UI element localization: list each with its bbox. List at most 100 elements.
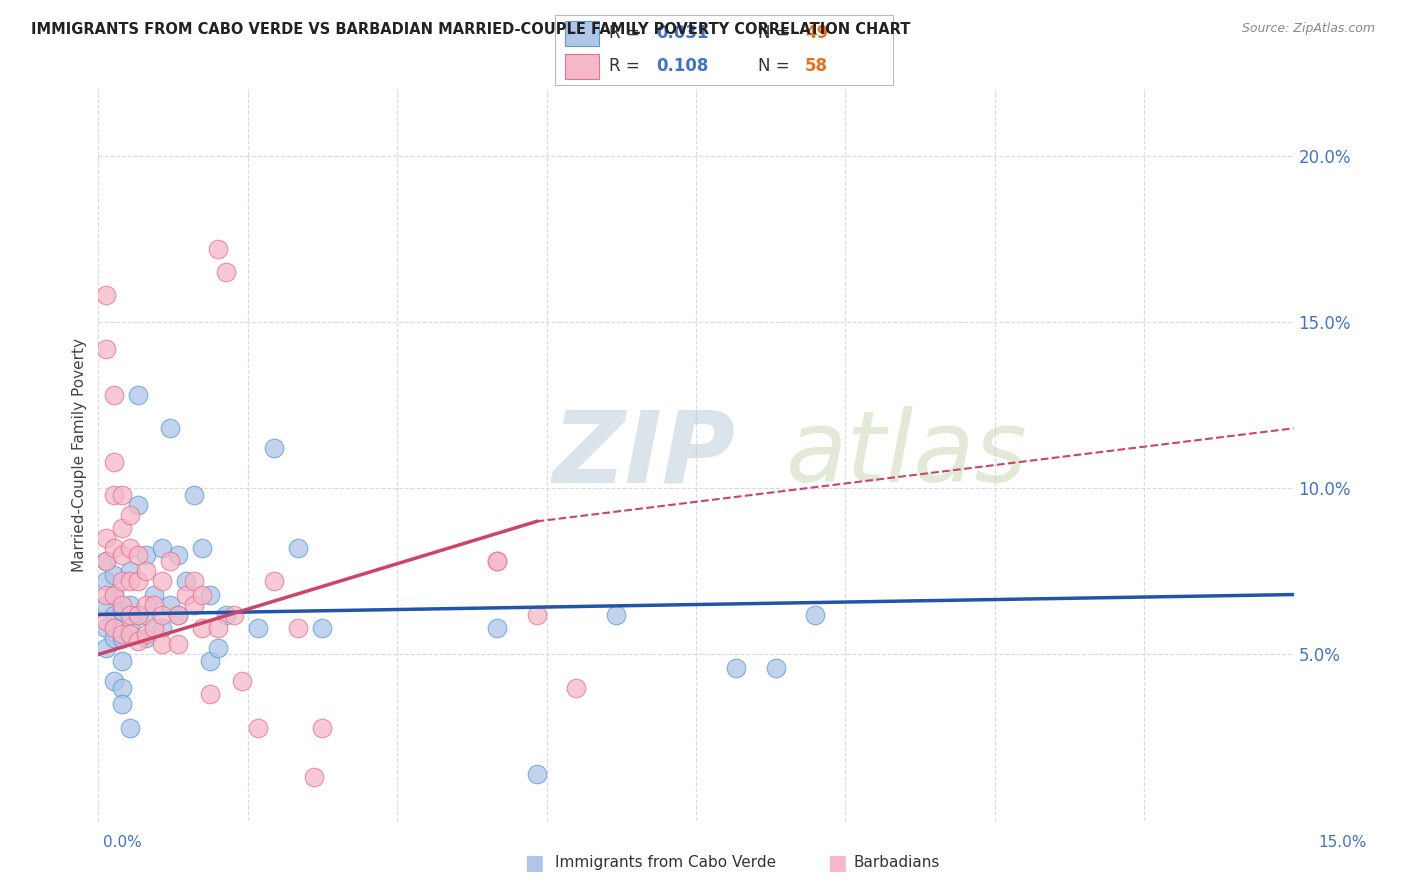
Point	[159, 598, 181, 612]
Point	[191, 541, 214, 555]
Point	[135, 598, 157, 612]
Text: Immigrants from Cabo Verde: Immigrants from Cabo Verde	[555, 855, 776, 870]
Point	[111, 654, 134, 668]
Point	[103, 388, 125, 402]
Point	[302, 771, 325, 785]
Point	[120, 621, 142, 635]
Point	[127, 607, 149, 622]
Point	[127, 388, 149, 402]
Text: N =: N =	[758, 57, 794, 75]
Point	[246, 721, 269, 735]
Text: ■: ■	[827, 853, 846, 872]
Point	[127, 607, 149, 622]
Point	[485, 554, 508, 568]
Point	[198, 588, 221, 602]
Point	[103, 488, 125, 502]
Point	[287, 541, 309, 555]
Point	[198, 654, 221, 668]
Point	[311, 621, 333, 635]
Point	[174, 574, 197, 589]
Point	[135, 627, 157, 641]
Text: R =: R =	[609, 57, 645, 75]
Point	[804, 607, 827, 622]
Point	[605, 607, 627, 622]
Point	[207, 640, 229, 655]
Point	[565, 681, 588, 695]
Text: 58: 58	[806, 57, 828, 75]
Point	[150, 574, 173, 589]
Point	[191, 621, 214, 635]
Point	[111, 521, 134, 535]
Point	[127, 634, 149, 648]
Point	[111, 681, 134, 695]
Point	[222, 607, 245, 622]
Point	[485, 554, 508, 568]
Point	[111, 627, 134, 641]
Point	[159, 421, 181, 435]
Point	[96, 621, 118, 635]
Point	[215, 607, 238, 622]
Point	[96, 588, 118, 602]
Point	[96, 598, 118, 612]
Text: ■: ■	[524, 853, 544, 872]
Point	[159, 554, 181, 568]
Point	[103, 541, 125, 555]
Point	[120, 627, 142, 641]
Point	[143, 621, 166, 635]
Point	[150, 637, 173, 651]
Point	[207, 242, 229, 256]
Text: 0.031: 0.031	[657, 24, 709, 42]
Point	[183, 488, 205, 502]
Text: Source: ZipAtlas.com: Source: ZipAtlas.com	[1241, 22, 1375, 36]
Point	[103, 588, 125, 602]
Point	[103, 588, 125, 602]
Bar	[565, 54, 599, 79]
Point	[127, 548, 149, 562]
Point	[246, 621, 269, 635]
Point	[167, 548, 190, 562]
Text: ZIP: ZIP	[553, 407, 735, 503]
Point	[526, 767, 548, 781]
Point	[765, 661, 787, 675]
Point	[96, 554, 118, 568]
Point	[120, 541, 142, 555]
Point	[120, 574, 142, 589]
Point	[111, 488, 134, 502]
Point	[103, 673, 125, 688]
Point	[120, 721, 142, 735]
Point	[167, 607, 190, 622]
Text: 0.0%: 0.0%	[103, 836, 142, 850]
Point	[135, 631, 157, 645]
Point	[103, 567, 125, 582]
Point	[143, 598, 166, 612]
Text: N =: N =	[758, 24, 794, 42]
Text: R =: R =	[609, 24, 645, 42]
Text: atlas: atlas	[786, 407, 1028, 503]
Point	[167, 607, 190, 622]
Point	[724, 661, 747, 675]
Point	[167, 637, 190, 651]
Point	[111, 548, 134, 562]
Y-axis label: Married-Couple Family Poverty: Married-Couple Family Poverty	[72, 338, 87, 572]
Point	[263, 442, 285, 456]
Point	[111, 604, 134, 618]
Point	[111, 574, 134, 589]
Point	[103, 621, 125, 635]
Point	[526, 607, 548, 622]
Text: 49: 49	[806, 24, 828, 42]
Point	[127, 574, 149, 589]
Point	[120, 598, 142, 612]
Point	[96, 554, 118, 568]
Point	[111, 698, 134, 712]
Point	[215, 265, 238, 279]
Text: Barbadians: Barbadians	[853, 855, 939, 870]
Point	[96, 342, 118, 356]
Point	[150, 621, 173, 635]
Point	[135, 564, 157, 578]
Point	[485, 621, 508, 635]
Point	[143, 588, 166, 602]
Point	[263, 574, 285, 589]
Text: 15.0%: 15.0%	[1319, 836, 1367, 850]
Point	[135, 607, 157, 622]
Point	[103, 454, 125, 468]
